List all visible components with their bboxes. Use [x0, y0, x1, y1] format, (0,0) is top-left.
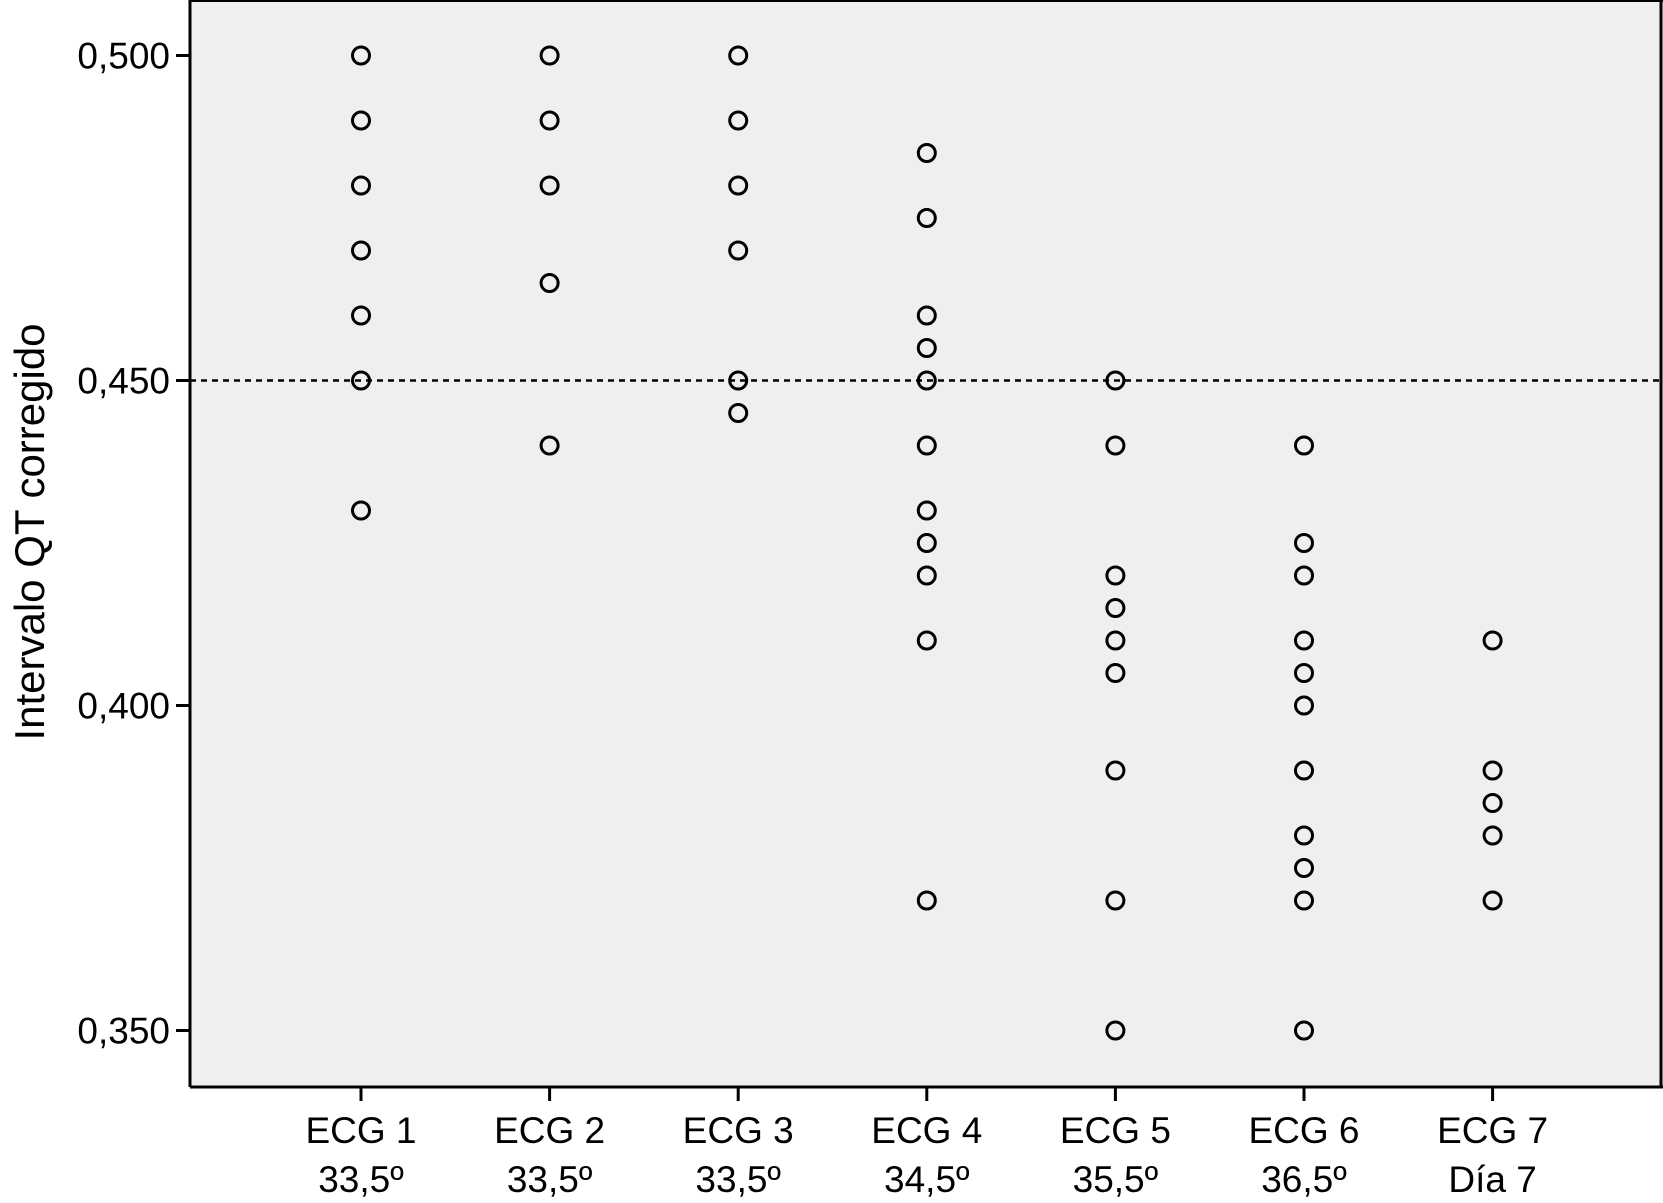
data-point	[351, 175, 371, 196]
data-point	[351, 240, 371, 261]
x-category-label: ECG 2	[494, 1110, 605, 1151]
y-tick-label: 0,500	[77, 36, 170, 77]
data-point	[916, 435, 937, 456]
data-point	[728, 45, 749, 66]
plot-background	[190, 0, 1663, 1087]
data-point	[1294, 695, 1314, 716]
data-point	[1482, 825, 1503, 846]
data-point	[351, 110, 371, 131]
y-tick-label: 0,400	[77, 686, 170, 727]
data-point	[1294, 1020, 1314, 1041]
data-point	[916, 208, 937, 228]
data-point	[1294, 533, 1314, 553]
data-point	[916, 500, 937, 521]
data-point	[1105, 1020, 1126, 1041]
data-point	[728, 110, 749, 131]
data-point	[1105, 663, 1126, 683]
data-point	[916, 890, 937, 911]
data-point	[351, 370, 371, 391]
data-point	[1482, 630, 1503, 651]
x-category-label: ECG 1	[305, 1110, 416, 1151]
data-point	[728, 175, 749, 196]
data-point	[1482, 760, 1503, 781]
data-point	[1294, 890, 1314, 911]
data-point	[916, 143, 937, 163]
data-point	[1294, 630, 1314, 651]
data-point	[351, 500, 371, 521]
x-category-label: ECG 3	[683, 1110, 794, 1151]
data-point	[1294, 663, 1314, 683]
data-point	[1294, 858, 1314, 878]
x-category-sublabel: 33,5º	[695, 1159, 781, 1200]
data-point	[1105, 760, 1126, 781]
data-point	[539, 435, 560, 456]
data-point	[539, 45, 560, 66]
data-point	[1105, 630, 1126, 651]
x-category-sublabel: 35,5º	[1073, 1159, 1159, 1200]
data-points-layer	[351, 0, 1503, 1041]
data-point	[1105, 890, 1126, 911]
data-point	[1105, 435, 1126, 456]
data-point	[1482, 793, 1503, 813]
x-category-sublabel: 34,5º	[884, 1159, 970, 1200]
x-category-sublabel: 33,5º	[318, 1159, 404, 1200]
data-point	[1294, 435, 1314, 456]
data-point	[916, 533, 937, 553]
data-point	[916, 565, 937, 586]
x-category-label: ECG 4	[871, 1110, 982, 1151]
data-point	[916, 305, 937, 326]
data-point	[1105, 370, 1126, 391]
x-category-sublabel: 36,5º	[1261, 1159, 1347, 1200]
data-point	[728, 240, 749, 261]
data-point	[1105, 598, 1126, 618]
x-category-sublabel: 33,5º	[507, 1159, 593, 1200]
data-point	[539, 273, 560, 293]
data-point	[539, 110, 560, 131]
data-point	[1294, 825, 1314, 846]
y-axis-title: Intervalo QT corregido	[6, 323, 53, 740]
x-category-label: ECG 6	[1248, 1110, 1359, 1151]
data-point	[351, 45, 371, 66]
y-tick-label: 0,350	[77, 1011, 170, 1052]
data-point	[916, 338, 937, 358]
data-point	[728, 403, 749, 423]
data-point	[1105, 565, 1126, 586]
data-point	[1482, 890, 1503, 911]
data-point	[728, 370, 749, 391]
data-point	[916, 630, 937, 651]
y-tick-label: 0,450	[77, 361, 170, 402]
data-point	[539, 175, 560, 196]
x-category-sublabel: Día 7	[1448, 1159, 1536, 1200]
data-point	[916, 370, 937, 391]
x-category-label: ECG 7	[1437, 1110, 1548, 1151]
x-axis-categories: ECG 1 33,5º ECG 2 33,5º ECG 3 33,5º ECG 4 34,5º…	[305, 1087, 1548, 1200]
data-point	[351, 305, 371, 326]
data-point	[1294, 565, 1314, 586]
data-point	[1294, 760, 1314, 781]
x-category-label: ECG 5	[1060, 1110, 1171, 1151]
